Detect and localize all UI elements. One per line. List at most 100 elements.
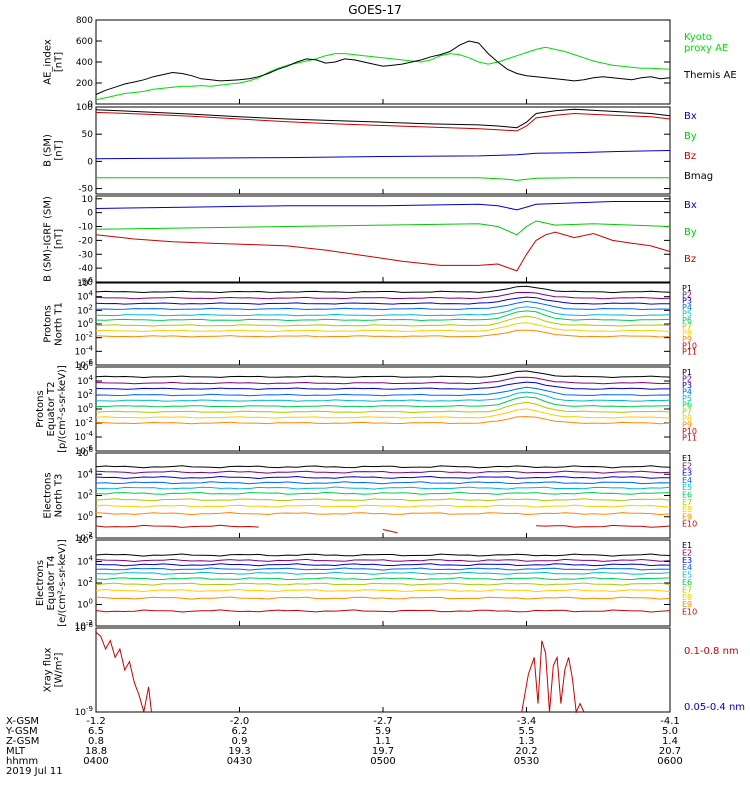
legend-label: 0.05-0.4 nm	[684, 702, 745, 713]
panel-ylabel-line: [W/m²]	[54, 652, 65, 687]
legend-label: E5	[682, 571, 692, 580]
ytick-label: 104	[77, 467, 93, 480]
axis-row-value: 20.7	[659, 746, 681, 757]
panel-ylabel-line: Equator T2	[46, 382, 57, 437]
axis-row-value: 6.2	[232, 726, 248, 737]
series-line	[95, 486, 671, 490]
panel-digrf: 10 0 -10 -20 -30 -40 -50 B (SM)-IGRF (SM) [nT] Bx…	[43, 195, 697, 288]
legend-label: E10	[682, 520, 697, 529]
series-line	[95, 596, 671, 600]
panel-frame	[95, 195, 671, 283]
legend-label: E3	[682, 469, 692, 478]
series-line	[95, 386, 671, 397]
ytick-label: 10-2	[75, 331, 93, 344]
ytick-label: 102	[77, 303, 93, 316]
legend-label: E2	[682, 461, 692, 470]
time-axis: X-GSM -1.2 -2.0 -2.7 -3.4 -4.1 Y-GSM 6.5 6.2 5.9 5…	[5, 716, 683, 777]
legend-label: E8	[682, 505, 692, 514]
axis-row-value: 0430	[227, 756, 252, 767]
series-line	[521, 640, 585, 714]
legend-label: P5	[682, 309, 692, 318]
ytick-label: 100	[77, 317, 93, 330]
ytick-label: 104	[77, 290, 93, 303]
legend-label: E4	[682, 476, 692, 485]
ytick-label: 100	[76, 103, 93, 113]
axis-row-value: 0500	[370, 756, 395, 767]
axis-row-value: -3.4	[517, 716, 537, 727]
series-line	[95, 498, 671, 502]
axis-row-value: 5.0	[662, 726, 678, 737]
axis-row-value: 1.1	[375, 736, 391, 747]
series-line	[95, 291, 671, 300]
axis-row-label: hhmm	[6, 756, 38, 767]
series-line	[95, 416, 671, 425]
legend-label: E7	[682, 498, 692, 507]
legend-label: E8	[682, 593, 692, 602]
legend-label: Bz	[684, 151, 696, 162]
legend-label: E4	[682, 563, 692, 572]
legend-label: Themis AE	[683, 70, 737, 81]
ytick-label: 400	[76, 58, 93, 68]
series-line	[95, 563, 671, 567]
legend-label: P7	[682, 322, 692, 331]
panel-frame	[95, 366, 671, 452]
series-line	[536, 524, 671, 528]
panel-ylabel-line: Electrons	[35, 560, 46, 606]
series-line	[95, 111, 671, 132]
series-line	[95, 567, 671, 571]
series-line	[95, 481, 671, 485]
series-line	[95, 310, 671, 322]
axis-row-value: 19.7	[372, 746, 394, 757]
series-line	[95, 370, 671, 379]
ytick-label: 100	[77, 402, 93, 415]
axis-row-value: 0400	[83, 756, 108, 767]
ytick-label: 0	[87, 209, 93, 219]
panel-ylabel-line: [e/(cm²-s-sr-keV)]	[57, 539, 68, 627]
series-line	[95, 381, 670, 390]
panel-frame	[95, 627, 671, 713]
legend-label: P10	[682, 341, 697, 350]
series-line	[95, 511, 671, 516]
legend-label: P2	[682, 290, 692, 299]
ytick-label: 10-2	[75, 416, 93, 429]
axis-row-value: 5.5	[519, 726, 535, 737]
series-line	[95, 231, 671, 272]
axis-row-label: MLT	[6, 746, 26, 757]
axis-row-value: 19.3	[228, 746, 250, 757]
legend-label: E9	[682, 512, 692, 521]
series-line	[95, 524, 259, 528]
series-line	[95, 201, 670, 211]
legend-label: P9	[682, 335, 692, 344]
series-line	[382, 529, 398, 534]
legend-label: Bz	[684, 254, 696, 265]
ytick-label: 10-4	[75, 430, 94, 443]
legend-label: P10	[682, 427, 697, 436]
legend-label: P9	[682, 420, 692, 429]
axis-row-value: 18.8	[85, 746, 107, 757]
series-line	[95, 470, 671, 474]
legend-label: E1	[682, 454, 692, 463]
legend-label: P2	[682, 375, 692, 384]
axis-row-value: 1.3	[519, 736, 535, 747]
panel-ylabel-line: [nT]	[54, 140, 65, 160]
panel-ylabel-line: B (SM)	[43, 134, 54, 167]
legend-label: P1	[682, 368, 692, 377]
legend-label: P11	[682, 348, 697, 357]
legend-label: E9	[682, 600, 692, 609]
ytick-label: 10	[82, 195, 94, 205]
legend-label: E3	[682, 556, 692, 565]
legend-label: P8	[682, 414, 692, 423]
ytick-label: 104	[77, 555, 93, 568]
axis-row-value: 0.8	[88, 736, 104, 747]
panel-ylabel-line: [p/(cm²-s-sr-keV)]	[57, 365, 68, 453]
ytick-label: 100	[77, 598, 93, 611]
series-line	[95, 40, 671, 95]
panel-bsm: 100 50 0 -50 B (SM) [nT] Bx By Bz Bmag	[43, 103, 714, 195]
legend-label: By	[684, 131, 697, 142]
legend-label: P3	[682, 297, 692, 306]
ytick-label: 0	[87, 157, 93, 167]
